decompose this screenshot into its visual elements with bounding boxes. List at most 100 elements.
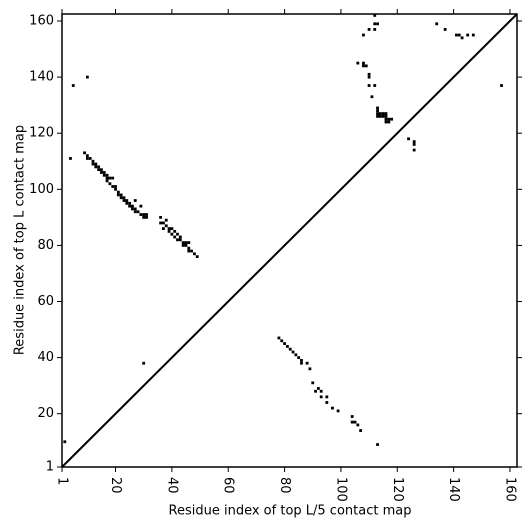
y-tick-label: 60 [37,294,54,309]
contact-point [300,361,303,365]
contact-point [105,176,109,180]
contact-point [136,210,140,214]
contact-point [133,199,137,202]
contact-point [111,185,115,188]
contact-point [176,232,179,236]
y-tick-label: 1 [46,460,54,475]
contact-point [381,112,385,115]
contact-point [376,114,379,118]
contact-point [114,185,117,188]
contact-point [139,213,143,216]
contact-point [128,201,132,205]
contact-point [116,190,120,194]
contact-point [353,420,357,424]
contact-point [412,148,416,152]
x-tick-label: 140 [446,477,461,502]
contact-point [350,420,354,424]
contact-point [381,114,385,118]
x-tick-label: 40 [164,477,179,494]
contact-point [362,33,365,37]
contact-point [131,207,134,211]
x-axis-label: Residue index of top L/5 contact map [169,504,412,519]
contact-point [297,356,301,360]
contact-point [116,193,120,197]
contact-point [364,64,368,68]
contact-point [378,114,382,118]
contact-point [63,440,67,444]
contact-point [108,176,112,180]
contact-point [280,339,284,343]
contact-point [367,84,371,87]
contact-point [85,157,89,160]
contact-point [71,84,75,87]
contact-point [108,182,112,186]
contact-point [164,224,168,228]
contact-point [91,159,95,163]
contact-point [316,387,320,390]
contact-point [387,117,391,121]
contact-point [367,28,371,31]
contact-point [384,112,388,115]
contact-point [91,162,95,166]
contact-point [412,140,416,144]
contact-point [407,137,410,141]
contact-point [376,443,379,446]
contact-point [94,162,98,166]
contact-point [190,249,194,253]
contact-point [443,28,447,31]
contact-point [277,336,281,340]
contact-point [162,227,165,230]
contact-point [376,109,379,113]
contact-point [184,241,188,245]
y-tick-label: 40 [37,350,54,365]
contact-point [384,120,388,124]
contact-point [308,367,312,371]
contact-point [362,61,365,65]
contact-point [131,204,134,208]
contact-point [187,246,191,250]
contact-point [291,350,295,354]
contact-point [376,112,379,115]
contact-point [367,75,371,79]
contact-point [128,204,132,208]
contact-point [193,252,196,256]
contact-point [314,389,317,393]
contact-point [457,33,461,37]
contact-point [319,389,323,393]
contact-point [311,381,315,385]
contact-point [119,196,123,200]
contact-point [119,193,123,197]
x-tick-label: 160 [502,477,517,502]
contact-point [145,215,148,219]
contact-point [367,72,371,76]
contact-point [102,173,106,177]
contact-point [376,106,379,110]
contact-point [384,114,388,118]
contact-point [69,157,72,160]
contact-point [83,151,86,155]
contact-point [105,179,109,183]
contact-point [300,359,303,362]
contact-point [139,204,143,208]
contact-point [350,415,354,418]
contact-point [288,347,292,351]
contact-point [145,213,148,216]
contact-point [181,241,185,245]
contact-point [373,22,377,26]
contact-point [105,173,109,177]
contact-point [187,249,191,253]
contact-point [331,406,334,410]
contact-point [170,227,174,230]
contact-point [376,22,379,26]
y-axis-label: Residue index of top L contact map [13,125,28,355]
contact-point [97,165,101,169]
contact-point [142,215,146,219]
contact-point [142,213,146,216]
contact-point [285,344,289,348]
contact-point [85,75,89,79]
contact-point [122,199,126,202]
contact-point [412,143,416,146]
contact-point [359,429,363,432]
contact-point [294,353,298,357]
